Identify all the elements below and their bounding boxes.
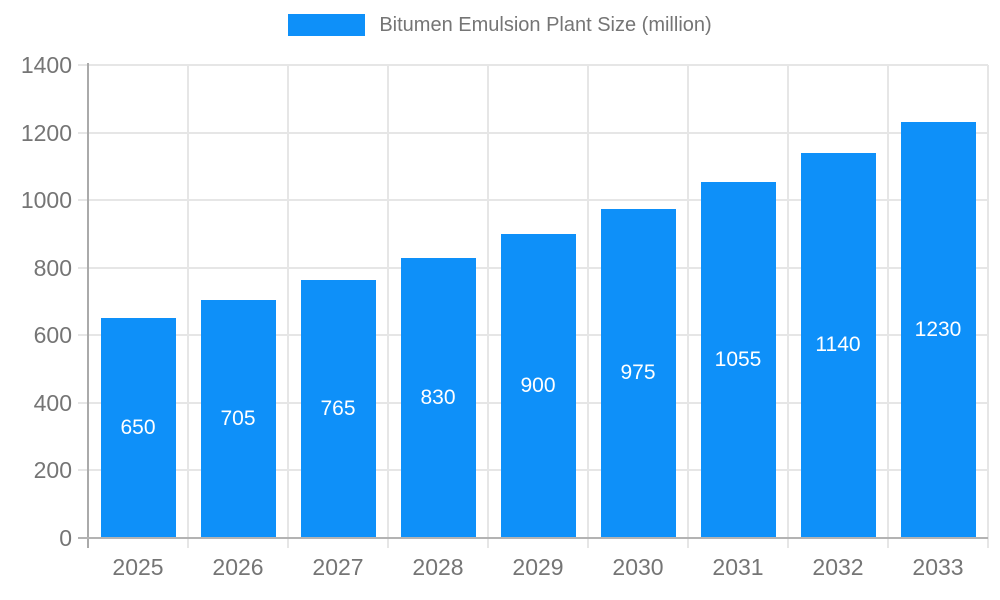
legend-swatch[interactable] xyxy=(288,14,366,36)
chart-legend[interactable]: Bitumen Emulsion Plant Size (million) xyxy=(0,14,1000,36)
bar-2028[interactable]: 830 xyxy=(400,257,476,538)
y-axis-tick-label: 1200 xyxy=(20,119,72,146)
gridline-horizontal xyxy=(78,199,988,202)
x-axis-tick-label: 2029 xyxy=(512,554,564,580)
bar-2033[interactable]: 1230 xyxy=(900,122,976,538)
x-axis-tick-label: 2027 xyxy=(312,554,364,580)
gridline-vertical xyxy=(787,65,789,548)
bar-2027[interactable]: 765 xyxy=(300,279,376,538)
gridline-vertical xyxy=(487,65,489,548)
gridline-horizontal xyxy=(78,131,988,134)
gridline-vertical xyxy=(287,65,289,548)
bar-value-label: 650 xyxy=(120,416,156,440)
x-axis-tick-label: 2026 xyxy=(212,554,264,580)
gridline-vertical xyxy=(887,65,889,548)
legend-label[interactable]: Bitumen Emulsion Plant Size (million) xyxy=(379,14,712,36)
bar-value-label: 765 xyxy=(320,396,356,420)
gridline-horizontal xyxy=(78,64,988,66)
gridline-vertical xyxy=(687,65,689,548)
x-axis-line xyxy=(78,537,988,539)
bar-value-label: 705 xyxy=(220,406,256,430)
y-axis-line xyxy=(87,63,89,548)
x-axis-tick-label: 2032 xyxy=(812,554,864,580)
bar-2025[interactable]: 650 xyxy=(100,318,176,538)
bar-2026[interactable]: 705 xyxy=(200,299,276,538)
bar-value-label: 830 xyxy=(420,385,456,409)
bar-2029[interactable]: 900 xyxy=(500,233,576,538)
gridline-vertical xyxy=(187,65,189,548)
y-axis-tick-label: 400 xyxy=(33,389,72,416)
bar-value-label: 975 xyxy=(620,361,656,385)
y-axis-tick-label: 600 xyxy=(33,322,72,349)
x-axis-tick-label: 2030 xyxy=(612,554,664,580)
bar-2032[interactable]: 1140 xyxy=(800,152,876,538)
bar-value-label: 900 xyxy=(520,373,556,397)
x-axis-tick-label: 2031 xyxy=(712,554,764,580)
x-axis-tick-label: 2033 xyxy=(912,554,964,580)
bar-2031[interactable]: 1055 xyxy=(700,181,776,538)
bar-2030[interactable]: 975 xyxy=(600,208,676,538)
x-axis-tick-label: 2028 xyxy=(412,554,464,580)
y-axis-tick-label: 1400 xyxy=(20,52,72,78)
gridline-vertical xyxy=(387,65,389,548)
bar-value-label: 1230 xyxy=(914,318,962,342)
y-axis-tick-label: 200 xyxy=(33,457,72,484)
bar-value-label: 1140 xyxy=(815,333,861,357)
y-axis-tick-label: 800 xyxy=(33,254,72,281)
x-axis-tick-label: 2025 xyxy=(112,554,164,580)
gridline-vertical xyxy=(587,65,589,548)
y-axis-tick-label: 1000 xyxy=(20,187,72,214)
bar-value-label: 1055 xyxy=(714,347,762,371)
y-axis-tick-label: 0 xyxy=(59,525,72,551)
gridline-vertical xyxy=(987,65,989,548)
